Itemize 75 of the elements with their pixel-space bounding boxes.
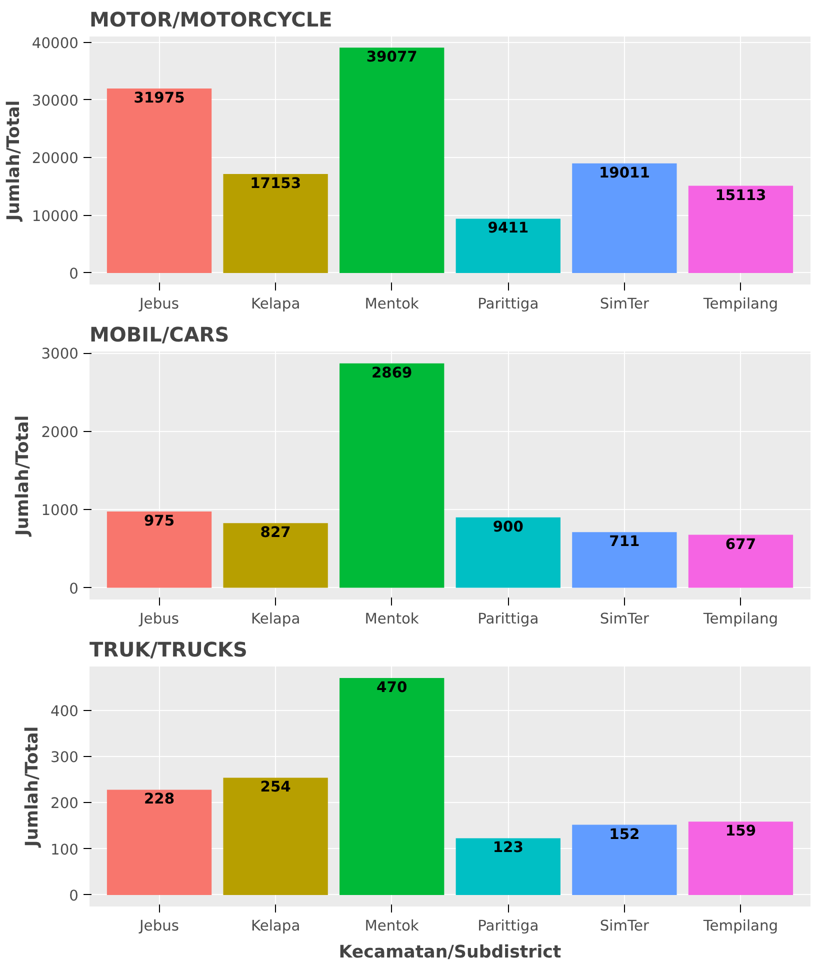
x-tick-label: SimTer <box>600 610 650 628</box>
x-tick-label: Tempilang <box>702 610 778 628</box>
data-label: 975 <box>144 512 175 530</box>
x-tick-label: SimTer <box>600 296 650 312</box>
x-axis-title: Kecamatan/Subdistrict <box>338 942 562 962</box>
data-label: 827 <box>260 524 291 542</box>
data-label: 152 <box>609 826 640 843</box>
bar <box>456 218 560 273</box>
bar <box>223 174 328 273</box>
data-label: 9411 <box>488 220 529 237</box>
bar <box>340 678 444 895</box>
data-label: 2869 <box>371 364 412 382</box>
data-label: 677 <box>725 536 756 553</box>
bar <box>572 163 677 273</box>
chart-title: TRUK/TRUCKS <box>90 638 248 662</box>
y-tick-label: 10000 <box>32 208 78 225</box>
y-tick-label: 300 <box>50 749 79 766</box>
bar <box>340 48 444 273</box>
bar <box>340 363 444 588</box>
y-tick-label: 0 <box>69 887 79 904</box>
data-label: 254 <box>260 778 291 796</box>
chart-title: MOBIL/CARS <box>90 322 230 346</box>
data-label: 19011 <box>598 164 650 182</box>
bar <box>688 822 794 895</box>
data-label: 711 <box>609 533 640 550</box>
bar <box>106 511 212 588</box>
x-tick-label: Tempilang <box>702 296 778 312</box>
y-axis-title: Jumlah/Total <box>22 726 43 848</box>
data-label: 470 <box>376 679 408 696</box>
y-axis-title: Jumlah/Total <box>13 415 34 537</box>
bar <box>572 824 677 895</box>
x-tick-label: Mentok <box>364 610 420 628</box>
x-tick-label: Tempilang <box>702 918 778 934</box>
y-tick-label: 3000 <box>41 346 79 363</box>
x-tick-label: Parittiga <box>478 610 539 628</box>
x-tick-label: Mentok <box>364 918 420 934</box>
y-tick-label: 30000 <box>32 92 78 110</box>
y-tick-label: 0 <box>69 580 79 598</box>
data-label: 31975 <box>134 90 185 107</box>
y-tick-label: 40000 <box>32 34 78 52</box>
bar <box>456 517 560 588</box>
bar <box>223 523 328 588</box>
x-tick-label: Kelapa <box>250 918 300 934</box>
y-tick-label: 100 <box>50 841 79 858</box>
bar <box>688 534 794 588</box>
bar <box>688 186 794 273</box>
bar <box>223 778 328 895</box>
data-label: 39077 <box>366 48 418 66</box>
x-tick-label: Mentok <box>364 296 420 312</box>
x-tick-label: SimTer <box>600 918 650 934</box>
data-label: 17153 <box>250 175 302 192</box>
y-tick-label: 400 <box>50 702 79 720</box>
data-label: 900 <box>492 518 524 536</box>
data-label: 228 <box>144 790 175 808</box>
x-tick-label: Parittiga <box>478 296 539 312</box>
x-tick-label: Jebus <box>138 296 180 312</box>
data-label: 123 <box>492 839 524 856</box>
y-tick-label: 1000 <box>41 502 79 520</box>
bar <box>106 88 212 273</box>
x-tick-label: Kelapa <box>250 296 300 312</box>
y-tick-label: 200 <box>50 795 79 812</box>
y-tick-label: 0 <box>69 265 79 282</box>
y-tick-label: 2000 <box>41 424 79 441</box>
y-tick-label: 20000 <box>32 150 78 168</box>
data-label: 15113 <box>715 186 766 204</box>
y-axis-title: Jumlah/Total <box>4 100 24 222</box>
x-tick-label: Parittiga <box>478 918 539 934</box>
x-tick-label: Kelapa <box>250 610 300 628</box>
bar <box>106 790 212 895</box>
chart-title: MOTOR/MOTORCYCLE <box>90 8 332 32</box>
x-tick-label: Jebus <box>138 918 180 934</box>
x-tick-label: Jebus <box>138 610 180 628</box>
bar <box>456 838 560 895</box>
bar <box>572 532 677 588</box>
data-label: 159 <box>725 822 756 840</box>
